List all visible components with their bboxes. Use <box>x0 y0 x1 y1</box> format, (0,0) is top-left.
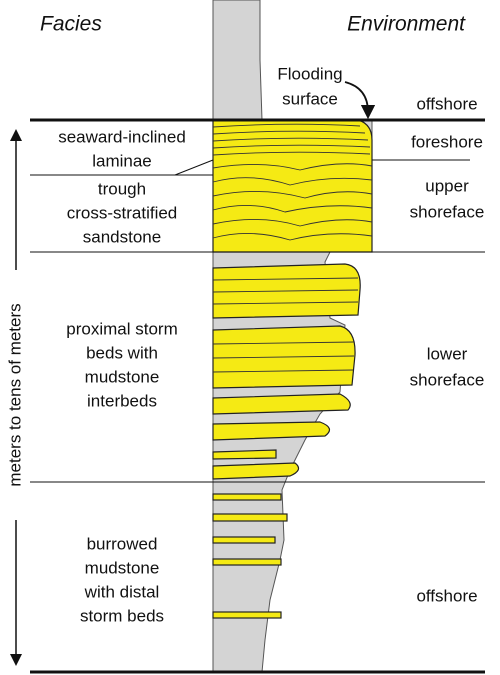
facies-label: burrowed <box>87 534 158 553</box>
environment-label: offshore <box>416 94 477 113</box>
labels: seaward-inclined laminae trough cross-strat… <box>58 94 484 625</box>
environment-label: offshore <box>416 586 477 605</box>
environment-label: upper <box>425 176 469 195</box>
leader <box>174 159 214 176</box>
header-right: Environment <box>347 13 466 36</box>
facies-label: beds with <box>86 343 158 362</box>
environment-label: shoreface <box>410 202 485 221</box>
facies-label: with distal <box>84 582 160 601</box>
facies-label: mudstone <box>85 367 160 386</box>
facies-label: cross-stratified <box>67 203 178 222</box>
environment-label: shoreface <box>410 370 485 389</box>
annotation: surface <box>282 89 338 108</box>
environment-label: lower <box>427 344 468 363</box>
axis-label: meters to tens of meters <box>5 303 24 486</box>
facies-label: storm beds <box>80 606 164 625</box>
storm-beds <box>212 263 361 619</box>
facies-label: mudstone <box>85 558 160 577</box>
laminae <box>212 123 373 241</box>
flooding-arrow <box>344 81 376 120</box>
header-left: Facies <box>40 13 102 36</box>
environment-label: foreshore <box>411 132 483 151</box>
facies-label: interbeds <box>87 391 157 410</box>
facies-label: seaward-inclined <box>58 127 186 146</box>
facies-label: sandstone <box>83 227 161 246</box>
facies-label: trough <box>98 179 146 198</box>
facies-label: proximal storm <box>66 319 177 338</box>
annotation: Flooding <box>277 64 342 83</box>
facies-label: laminae <box>92 151 152 170</box>
